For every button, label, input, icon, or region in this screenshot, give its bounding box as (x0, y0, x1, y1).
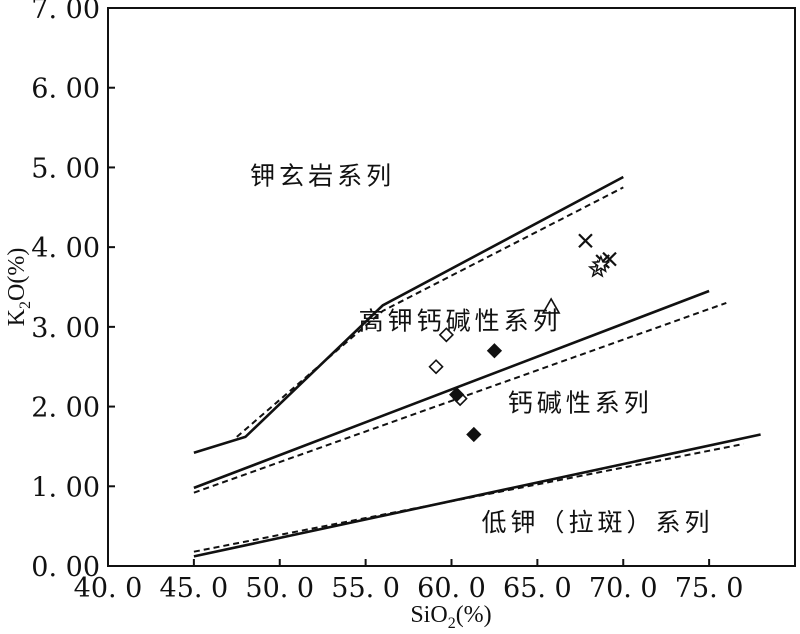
open-diamond-marker (428, 359, 444, 375)
data-points (428, 233, 617, 443)
boundary-line-solid-5 (193, 433, 761, 558)
x-tick-label: 70. 0 (589, 573, 658, 604)
filled-diamond-marker (466, 426, 482, 443)
x-axis-title-base: SiO (410, 602, 447, 628)
x-axis-title-tail: (%) (456, 602, 492, 628)
x-axis-title: SiO2(%) (410, 602, 491, 632)
y-axis-title-subscript: 2 (17, 301, 34, 309)
boundary-lines (193, 175, 761, 558)
boundary-line-solid-3 (193, 289, 710, 490)
filled-diamond-marker (449, 386, 465, 403)
x-tick-label: 55. 0 (331, 573, 400, 604)
y-axis-title-base: K (4, 308, 30, 326)
y-tick-label: 3. 00 (31, 313, 100, 344)
y-axis-ticks: 0. 00 1. 00 2. 00 3. 00 4. 00 5. 00 6. 00 7. 00 (31, 0, 115, 583)
y-tick-label: 4. 00 (31, 233, 100, 264)
x-tick-label: 50. 0 (245, 573, 314, 604)
region-label: 低钾（拉斑）系列 (481, 508, 713, 537)
y-tick-label: 5. 00 (31, 153, 100, 184)
y-tick-label: 2. 00 (31, 393, 100, 424)
y-tick-label: 0. 00 (31, 552, 100, 583)
x-tick-label: 60. 0 (417, 573, 486, 604)
x-marker (578, 233, 593, 249)
open-triangle-marker (541, 297, 561, 314)
y-tick-label: 7. 00 (31, 0, 100, 25)
y-tick-label: 6. 00 (31, 74, 100, 105)
x-tick-label: 75. 0 (675, 573, 744, 604)
star-marker (591, 254, 611, 273)
boundary-line-dashed-2 (236, 186, 624, 438)
open-diamond-marker (438, 327, 454, 343)
filled-diamond-marker (486, 343, 503, 359)
y-axis-title: K2O(%) (4, 248, 34, 327)
boundary-line-dashed-6 (193, 443, 744, 553)
region-label: 高钾钙碱性系列 (359, 306, 562, 335)
x-tick-label: 40. 0 (74, 573, 143, 604)
region-label: 钾玄岩系列 (250, 161, 395, 190)
x-axis-title-subscript: 2 (448, 615, 456, 632)
y-axis-title-tail: O(%) (4, 248, 30, 301)
region-label: 钙碱性系列 (508, 389, 653, 418)
x-tick-label: 65. 0 (503, 573, 572, 604)
x-axis-ticks: 40. 0 45. 0 50. 0 55. 0 60. 0 65. 0 70. 0 75. 0 (74, 559, 744, 604)
x-tick-label: 45. 0 (160, 573, 229, 604)
y-tick-label: 1. 00 (31, 472, 100, 503)
